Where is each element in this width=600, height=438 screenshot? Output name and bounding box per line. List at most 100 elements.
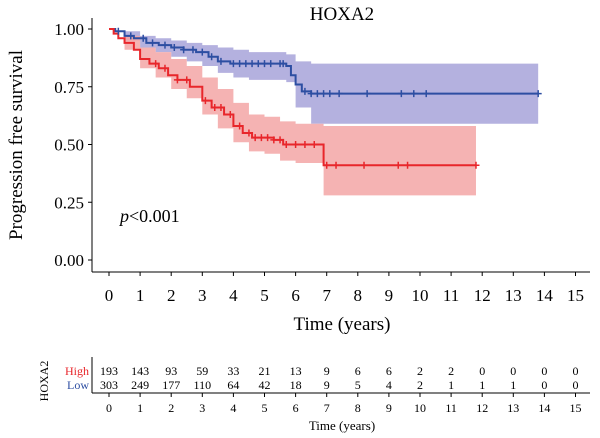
censor-mark-high: [360, 161, 368, 169]
censor-mark-low: [422, 90, 430, 98]
risk-count-high: 21: [259, 364, 271, 378]
risk-count-low: 1: [479, 378, 485, 392]
risk-count-low: 1: [448, 378, 454, 392]
risk-count-high: 13: [290, 364, 302, 378]
risk-count-high: 0: [541, 364, 547, 378]
risk-count-high: 0: [573, 364, 579, 378]
risk-count-low: 0: [541, 378, 547, 392]
risk-count-low: 9: [324, 378, 330, 392]
risk-table-x-ticks: 0 1 2 3 4 5 6 7 8 9 10 11 12 13 14 15: [106, 393, 582, 415]
risk-count-high: 6: [386, 364, 392, 378]
censor-mark-high: [332, 161, 340, 169]
risk-x-tick-label: 8: [355, 401, 361, 415]
risk-x-tick-label: 9: [386, 401, 392, 415]
censor-mark-high: [251, 134, 259, 142]
censor-mark-high: [472, 161, 480, 169]
risk-count-high: 0: [510, 364, 516, 378]
risk-x-tick-label: 7: [324, 401, 330, 415]
censor-mark-high: [183, 76, 191, 84]
censor-mark-low: [114, 27, 122, 35]
risk-count-low: 5: [355, 378, 361, 392]
censor-mark-high: [245, 129, 253, 137]
x-tick-label: 1: [136, 286, 145, 305]
censor-mark-high: [323, 161, 331, 169]
risk-count-high: 93: [165, 364, 177, 378]
censor-mark-high: [276, 136, 284, 144]
risk-x-tick-label: 2: [168, 401, 174, 415]
censor-mark-low: [248, 60, 256, 68]
censor-mark-low: [301, 87, 309, 95]
p-value-symbol: p: [118, 206, 129, 226]
y-axis-ticks: 0.00 0.25 0.50 0.75 1.00: [54, 20, 92, 270]
risk-count-high: 0: [479, 364, 485, 378]
censor-mark-low: [127, 32, 135, 40]
censor-mark-high: [226, 110, 234, 118]
censor-mark-low: [149, 39, 157, 47]
risk-x-tick-label: 10: [414, 401, 426, 415]
censor-mark-low: [170, 43, 178, 51]
p-value-text: <0.001: [129, 206, 180, 226]
risk-count-high: 193: [100, 364, 118, 378]
censor-mark-low: [410, 90, 418, 98]
censor-mark-high: [161, 64, 169, 72]
censor-marks: [114, 27, 542, 169]
censor-mark-high: [404, 161, 412, 169]
risk-count-high: 9: [324, 364, 330, 378]
risk-x-tick-label: 1: [137, 401, 143, 415]
censor-mark-low: [161, 41, 169, 49]
risk-count-low: 18: [290, 378, 302, 392]
censor-mark-high: [217, 104, 225, 112]
y-tick-label: 0.00: [54, 251, 84, 270]
x-tick-label: 14: [536, 286, 554, 305]
x-tick-label: 15: [567, 286, 584, 305]
x-tick-label: 3: [198, 286, 207, 305]
survival-line-low: [109, 28, 539, 95]
censor-mark-low: [267, 60, 275, 68]
risk-x-tick-label: 3: [199, 401, 205, 415]
censor-mark-low: [363, 90, 371, 98]
risk-x-tick-label: 5: [262, 401, 268, 415]
risk-count-low: 42: [259, 378, 271, 392]
risk-count-low: 1: [510, 378, 516, 392]
y-axis-label: Progression free survival: [6, 50, 27, 240]
censor-mark-low: [217, 57, 225, 65]
censor-mark-low: [180, 46, 188, 54]
risk-count-high: 59: [196, 364, 208, 378]
risk-count-low: 249: [131, 378, 149, 392]
p-value-annotation: p<0.001: [118, 206, 180, 226]
censor-mark-low: [313, 90, 321, 98]
x-tick-label: 10: [412, 286, 429, 305]
censor-mark-low: [326, 90, 334, 98]
x-tick-label: 8: [354, 286, 363, 305]
x-tick-label: 7: [322, 286, 331, 305]
censor-mark-high: [236, 122, 244, 130]
censor-mark-low: [279, 60, 287, 68]
censor-mark-low: [208, 53, 216, 61]
risk-count-low: 177: [162, 378, 180, 392]
censor-mark-high: [270, 136, 278, 144]
risk-x-tick-label: 12: [476, 401, 488, 415]
risk-count-low: 64: [227, 378, 239, 392]
risk-x-tick-label: 0: [106, 401, 112, 415]
censor-mark-low: [236, 60, 244, 68]
risk-count-low: 4: [386, 378, 392, 392]
x-tick-label: 9: [385, 286, 394, 305]
censor-mark-high: [394, 161, 402, 169]
censor-mark-low: [198, 48, 206, 56]
x-tick-label: 6: [291, 286, 300, 305]
censor-mark-low: [261, 60, 268, 68]
risk-x-tick-label: 4: [230, 401, 236, 415]
censor-mark-low: [397, 90, 405, 98]
y-tick-label: 0.25: [54, 193, 84, 212]
censor-mark-high: [201, 97, 209, 105]
chart-title: HOXA2: [310, 4, 374, 25]
x-tick-label: 13: [505, 286, 522, 305]
censor-mark-low: [229, 60, 237, 68]
censor-mark-high: [301, 141, 309, 148]
risk-table-x-label: Time (years): [309, 418, 375, 433]
y-tick-label: 0.75: [54, 78, 84, 97]
confidence-bands: [109, 29, 539, 196]
risk-x-tick-label: 13: [507, 401, 519, 415]
